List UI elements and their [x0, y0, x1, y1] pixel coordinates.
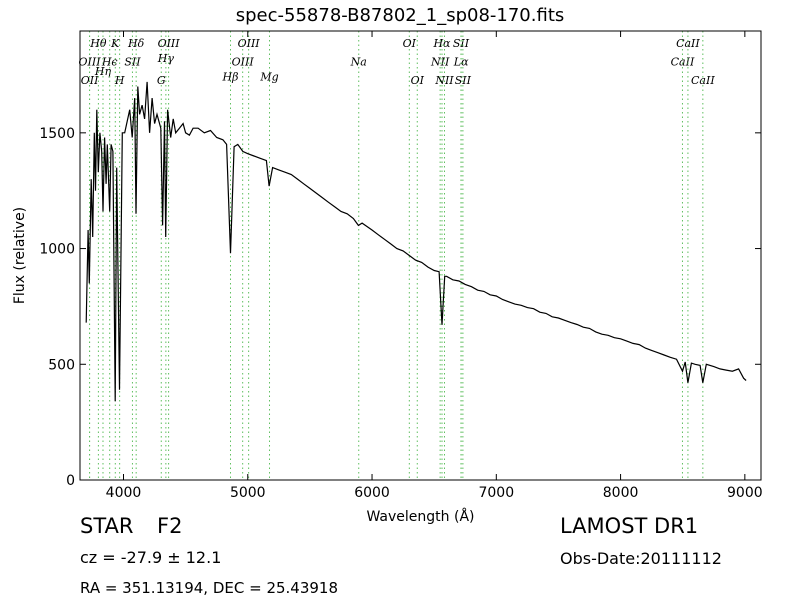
spectral-line-label: Hβ — [222, 70, 239, 83]
spectral-line-label: Na — [350, 56, 367, 69]
spectral-line-label: Lα — [453, 56, 469, 69]
spectral-line-label: G — [157, 74, 166, 87]
x-tick-label: 9000 — [727, 485, 763, 501]
x-tick-label: 4000 — [106, 485, 142, 501]
x-tick-label: 7000 — [478, 485, 514, 501]
spectral-line-label: Hη — [94, 65, 112, 78]
spectral-line-label: NII — [434, 74, 454, 87]
y-tick-label: 1000 — [39, 242, 75, 258]
spectral-line-label: SII — [455, 74, 472, 87]
spectral-line-label: SII — [124, 56, 141, 69]
chart-title: spec-55878-B87802_1_sp08-170.fits — [235, 5, 565, 26]
spectral-line-label: CaII — [676, 37, 700, 50]
spectral-line-label: Mg — [259, 70, 278, 83]
spectral-line-label: CaII — [671, 56, 695, 69]
y-tick-label: 500 — [48, 357, 75, 373]
spectral-line-label: Hθ — [89, 37, 107, 50]
spectral-line-label: K — [110, 37, 120, 50]
spectrum-series-line — [85, 81, 747, 402]
y-tick-label: 1500 — [39, 126, 75, 142]
spectral-line-label: Hδ — [127, 37, 145, 50]
obs-date-label: Obs-Date:20111112 — [560, 549, 722, 568]
spectral-line-label: OIII — [232, 56, 255, 69]
survey-label: LAMOST DR1 — [560, 514, 699, 538]
spectral-line-label: OIII — [158, 37, 181, 50]
redshift-label: cz = -27.9 ± 12.1 — [80, 548, 222, 567]
spectral-line-label: Hα — [432, 37, 451, 50]
spectral-line-label: Hϵ — [101, 56, 118, 69]
spectral-line-label: OIII — [238, 37, 261, 50]
object-class: STAR — [80, 514, 134, 538]
x-axis-label: Wavelength (Å) — [366, 508, 474, 525]
coords-label: RA = 351.13194, DEC = 25.43918 — [80, 579, 339, 597]
x-tick-label: 5000 — [230, 485, 266, 501]
spectral-line-label: SII — [453, 37, 470, 50]
spectral-line-label: CaII — [691, 74, 715, 87]
spectral-line-label: OI — [411, 74, 425, 87]
spectral-line-label: H — [114, 74, 125, 87]
y-tick-label: 0 — [66, 473, 75, 489]
x-tick-label: 8000 — [603, 485, 639, 501]
x-tick-label: 6000 — [354, 485, 390, 501]
spectral-line-label: NII — [430, 56, 450, 69]
spectral-line-label: Hγ — [157, 52, 175, 65]
object-subclass: F2 — [157, 514, 183, 538]
spectral-line-label: OI — [403, 37, 417, 50]
y-axis-label: Flux (relative) — [12, 207, 28, 304]
spectral-line-label: OIII — [79, 56, 102, 69]
plot-frame — [79, 30, 762, 481]
